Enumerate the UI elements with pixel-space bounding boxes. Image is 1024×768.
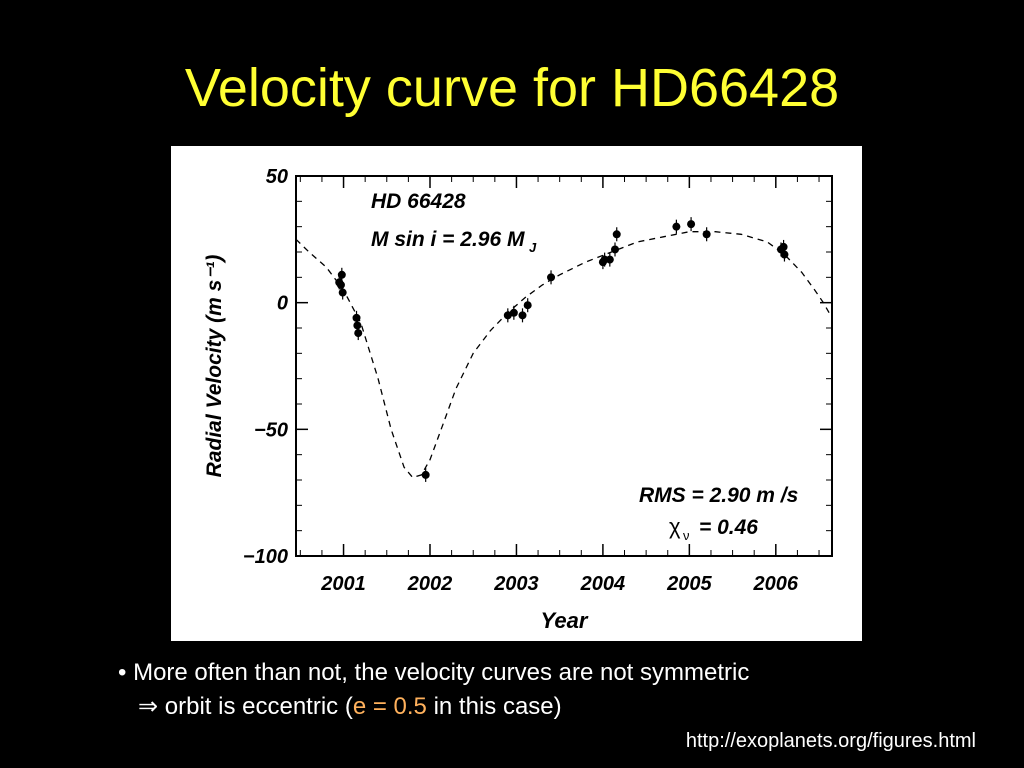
annotation-mass: M sin i = 2.96 M [371,228,525,251]
data-point [779,242,788,251]
bullet-marker: • [118,659,127,686]
data-point [780,250,789,259]
x-tick-label: 2006 [753,573,799,595]
data-point [518,311,527,320]
annotation-chi-symbol: χ [669,514,681,539]
x-tick-label: 2002 [407,573,453,595]
line2-suffix: in this case) [426,693,562,720]
x-tick-label: 2001 [320,573,366,595]
data-point [337,270,346,279]
x-tick-label: 2005 [666,573,712,595]
line2-prefix: orbit is eccentric ( [164,693,353,720]
y-tick-label: −100 [243,546,288,568]
data-point [547,273,556,282]
plot-frame [295,175,833,557]
bullet-text: More often than not, the velocity curves… [133,659,750,686]
y-tick-label: −50 [254,419,288,441]
y-axis-label: Radial Velocity (m s⁻¹) [203,255,226,478]
data-point [352,313,361,322]
y-tick-label: 0 [277,293,288,315]
data-point [672,222,681,231]
annotation-mass-subscript: J [529,240,537,255]
bullet-list: • More often than not, the velocity curv… [118,656,938,724]
x-tick-label: 2003 [493,573,539,595]
data-point [503,311,512,320]
data-point [421,470,430,479]
data-point [523,301,532,310]
x-axis-label: Year [541,608,589,633]
bullet-line-1: • More often than not, the velocity curv… [118,656,938,690]
data-point [353,321,362,330]
radial-velocity-chart: 2001 2002 2003 2004 2005 2006 50 0 −50 −100 Year Ra… [203,166,833,633]
data-point [354,329,363,338]
data-point [509,308,518,317]
slide-title: Velocity curve for HD66428 [184,58,840,118]
chart-figure: 2001 2002 2003 2004 2005 2006 50 0 −50 −100 Year Ra… [171,146,862,641]
annotation-chi-value: = 0.46 [699,516,758,539]
annotation-rms: RMS = 2.90 m /s [639,484,798,507]
data-point [612,230,621,239]
bullet-line-2: ⇒ orbit is eccentric (e = 0.5 in this ca… [118,690,938,724]
y-tick-label: 50 [266,166,288,188]
x-tick-label: 2004 [580,573,626,595]
data-point [687,220,696,229]
data-point [336,280,345,289]
annotation-star-name: HD 66428 [371,190,466,213]
source-link[interactable]: http://exoplanets.org/figures.html [685,730,976,752]
annotation-chi-subscript: ν [683,528,690,543]
data-point [611,245,620,254]
data-point [338,288,347,297]
data-point [605,255,614,264]
eccentricity-value: e = 0.5 [352,693,427,720]
fit-curve [295,231,833,479]
implies-icon: ⇒ [138,693,159,720]
data-point [702,230,711,239]
